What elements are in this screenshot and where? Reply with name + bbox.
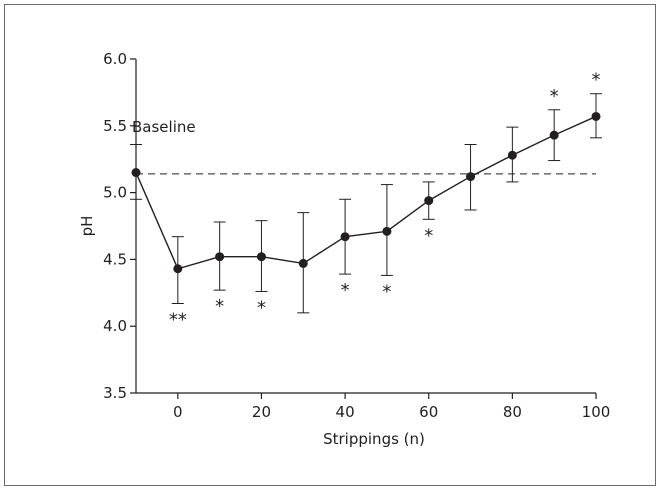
significance-marker: * [382,281,391,302]
significance-marker: * [341,280,350,301]
figure-frame [4,4,656,486]
data-point [382,226,392,236]
y-tick-label: 3.5 [103,384,127,402]
data-point [131,168,141,178]
data-point [507,150,517,160]
y-tick-label: 4.0 [103,317,127,335]
y-tick-label: 4.5 [103,250,127,268]
significance-marker: * [215,296,224,317]
data-point [256,252,266,262]
data-point [549,130,559,140]
significance-marker: * [257,297,266,318]
data-point [215,252,225,262]
y-tick-label: 5.5 [103,117,127,135]
significance-marker: * [550,86,559,107]
data-point [591,111,601,121]
x-tick-label: 60 [419,403,438,421]
x-tick-label: 40 [336,403,355,421]
x-tick-label: 100 [582,403,611,421]
significance-marker: * [592,70,601,91]
y-tick-label: 5.0 [103,184,127,202]
data-point [173,264,183,274]
data-point [424,196,434,206]
y-tick-label: 6.0 [103,50,127,68]
x-tick-label: 80 [503,403,522,421]
significance-marker: ** [169,309,187,330]
y-axis-label: pH [78,216,96,237]
data-point [298,258,308,268]
x-tick-label: 0 [173,403,183,421]
data-point [466,172,476,182]
x-axis-label: Strippings (n) [323,430,425,448]
baseline-label: Baseline [132,118,196,136]
data-point [340,232,350,242]
series-line [135,115,597,270]
significance-marker: * [424,225,433,246]
x-tick-label: 20 [252,403,271,421]
